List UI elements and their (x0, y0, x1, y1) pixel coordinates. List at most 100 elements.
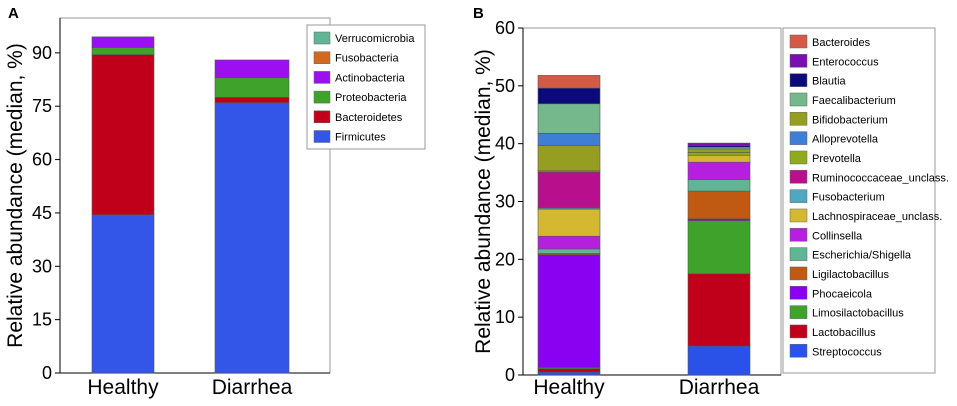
legend-frame (782, 27, 936, 374)
bar-segment-diarrhea-proteobacteria (214, 77, 290, 98)
bar-segment-diarrhea-bifidobacterium (687, 148, 751, 153)
bar-segment-healthy-streptococcus (537, 371, 601, 376)
y-tick-label: 0 (42, 363, 52, 383)
legend-swatch (789, 189, 808, 203)
legend-swatch (789, 170, 808, 184)
bar-segment-healthy-bifidobacterium (537, 145, 601, 172)
legend-frame (306, 24, 426, 150)
bar-segment-diarrhea-escherichia-shigella (687, 179, 751, 192)
legend-swatch (313, 31, 331, 45)
x-category-label: Healthy (533, 376, 605, 399)
legend-label: Lachnospiraceae_unclass. (812, 211, 942, 223)
y-tick-label: 90 (32, 43, 52, 63)
legend: Verrucomicrobia Fusobacteria Actinobacteri… (306, 24, 426, 150)
legend-label: Bifidobacterium (812, 114, 888, 126)
legend-label: Firmicutes (335, 132, 386, 144)
bar-segment-diarrhea-lachnospiraceae-unclass- (687, 154, 751, 163)
bar-segment-healthy-faecalibacterium (537, 103, 601, 134)
legend-swatch (789, 228, 808, 242)
bar-segment-healthy-collinsella (537, 235, 601, 250)
legend-label: Proteobacteria (335, 92, 407, 104)
legend-swatch (313, 130, 331, 143)
y-tick-label: 0 (505, 365, 515, 385)
legend-swatch (789, 208, 808, 223)
bar-segment-diarrhea-enterococcus (687, 142, 751, 146)
y-tick-label: 30 (32, 256, 52, 276)
x-category-label: Diarrhea (679, 376, 760, 399)
bar-segment-diarrhea-limosilactobacillus (687, 220, 751, 275)
bar-segment-healthy-alloprevotella (537, 132, 601, 146)
bar-segment-diarrhea-bacteroidetes (214, 97, 290, 103)
bar-segment-diarrhea-collinsella (687, 161, 751, 180)
legend-label: Blautia (812, 76, 847, 88)
bar-segment-healthy-ruminococcaceae-unclass- (537, 171, 601, 209)
legend-swatch (789, 266, 808, 281)
legend-label: Enterococcus (812, 56, 879, 68)
legend-swatch (789, 112, 808, 126)
legend-label: Bacteroides (812, 37, 871, 49)
legend-label: Verrucomicrobia (335, 33, 415, 45)
bar-segment-healthy-blautia (537, 87, 601, 105)
legend-swatch (789, 324, 808, 339)
bar-segment-healthy-escherichia-shigella (537, 248, 601, 254)
legend-label: Alloprevotella (812, 134, 879, 146)
bar-segment-healthy-proteobacteria (91, 47, 155, 55)
bar-segment-diarrhea-lactobacillus (687, 273, 751, 347)
legend-swatch (789, 92, 808, 107)
y-tick-label: 30 (495, 192, 515, 212)
legend-label: Bacteroidetes (335, 112, 403, 124)
panel-letter: A (8, 5, 19, 22)
legend-label: Phocaeicola (812, 288, 873, 300)
legend-label: Limosilactobacillus (812, 308, 904, 320)
legend-swatch (789, 34, 808, 49)
legend-label: Ruminococcaceae_unclass. (812, 172, 949, 184)
legend-label: Collinsella (812, 230, 863, 242)
bar-segment-healthy-phocaeicola (537, 254, 601, 368)
bar-segment-diarrhea-ligilactobacillus (687, 190, 751, 220)
bar-segment-diarrhea-streptococcus (687, 345, 751, 376)
bar-segment-healthy-lachnospiraceae-unclass- (537, 208, 601, 237)
bar-segment-healthy-bacteroides (537, 75, 601, 89)
legend-swatch (789, 73, 808, 87)
bar-segment-healthy-lactobacillus (537, 368, 601, 373)
legend-swatch (789, 305, 808, 319)
legend: Bacteroides Enterococcus Blautia Faecalibac… (782, 27, 949, 374)
bar-segment-diarrhea-actinobacteria (214, 59, 290, 79)
bar-segment-healthy-firmicutes (91, 214, 155, 374)
y-tick-label: 40 (495, 134, 515, 154)
legend-label: Lactobacillus (812, 327, 876, 339)
legend-swatch (313, 71, 331, 84)
legend-label: Fusobacteria (335, 53, 399, 65)
bar-segment-diarrhea-firmicutes (214, 102, 290, 374)
legend-swatch (789, 286, 808, 300)
legend-label: Fusobacterium (812, 192, 885, 204)
legend-swatch (313, 90, 331, 104)
legend-label: Actinobacteria (335, 72, 406, 84)
legend-label: Faecalibacterium (812, 95, 896, 107)
legend-swatch (313, 110, 331, 124)
bar-segment-healthy-actinobacteria (91, 36, 155, 48)
y-axis-title: Relative abundance (median, %) (472, 49, 495, 354)
y-axis-title: Relative abundance (median, %) (4, 43, 27, 348)
legend-swatch (789, 344, 808, 358)
legend-label: Ligilactobacillus (812, 269, 890, 281)
y-tick-label: 60 (495, 18, 515, 38)
legend-swatch (313, 51, 331, 64)
legend-swatch (789, 54, 808, 68)
y-tick-label: 45 (32, 203, 52, 223)
bar-segment-diarrhea-prevotella (687, 152, 751, 156)
y-tick-label: 50 (495, 76, 515, 96)
y-tick-label: 10 (495, 307, 515, 327)
panel-letter: B (473, 5, 484, 22)
y-tick-label: 15 (32, 310, 52, 330)
legend-swatch (789, 150, 808, 165)
legend-swatch (789, 247, 808, 261)
y-tick-label: 20 (495, 249, 515, 269)
y-tick-label: 75 (32, 96, 52, 116)
x-category-label: Healthy (87, 376, 159, 399)
y-tick-label: 60 (32, 150, 52, 170)
legend-label: Escherichia/Shigella (812, 250, 912, 262)
